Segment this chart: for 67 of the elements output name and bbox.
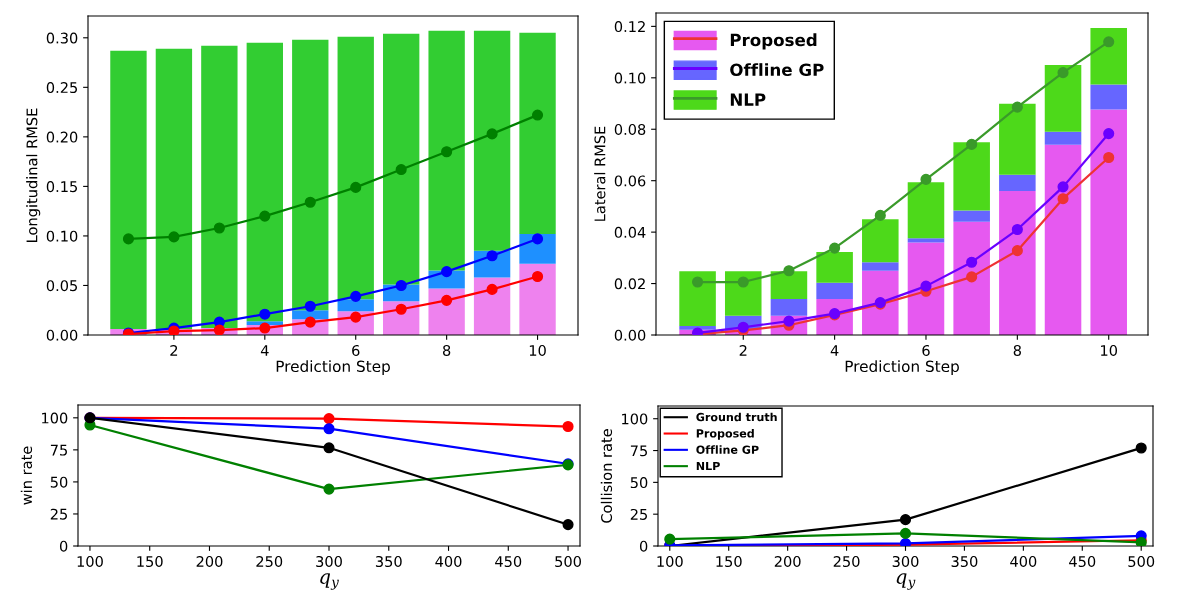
x-tick-label: 150 bbox=[716, 555, 742, 568]
y-tick-label: 0.08 bbox=[614, 123, 646, 135]
x-tick-label: 200 bbox=[774, 555, 801, 568]
y-tick-label: 50 bbox=[630, 477, 648, 489]
y-tick-label: 0.20 bbox=[46, 131, 78, 143]
x-tick-label: 6 bbox=[922, 344, 930, 357]
y-tick-label: 50 bbox=[50, 476, 68, 488]
x-tick-label: 2 bbox=[170, 344, 178, 356]
x-axis-title: q$_{y}$ bbox=[896, 573, 916, 590]
x-tick-label: 100 bbox=[77, 555, 103, 568]
y-axis-title: win rate bbox=[20, 446, 33, 505]
legend-label: Ground truth bbox=[696, 412, 777, 422]
x-tick-label: 4 bbox=[260, 345, 269, 356]
y-tick-label: 0.10 bbox=[614, 72, 646, 84]
x-tick-label: 4 bbox=[830, 345, 839, 356]
y-tick-label: 0.25 bbox=[46, 82, 77, 94]
y-tick-label: 75 bbox=[50, 444, 67, 456]
legend-label: Offline GP bbox=[730, 63, 824, 77]
x-tick-label: 350 bbox=[951, 555, 978, 568]
y-tick-label: 0.10 bbox=[46, 230, 78, 242]
y-tick-label: 0 bbox=[59, 540, 68, 552]
x-tick-label: 500 bbox=[555, 555, 581, 568]
x-tick-label: 10 bbox=[529, 344, 546, 357]
y-tick-label: 0.05 bbox=[46, 280, 77, 292]
y-tick-label: 100 bbox=[622, 413, 648, 425]
y-tick-label: 0.00 bbox=[46, 329, 78, 341]
x-tick-label: 450 bbox=[1069, 555, 1096, 568]
x-tick-label: 500 bbox=[1128, 555, 1155, 568]
x-tick-label: 8 bbox=[1013, 344, 1021, 357]
x-tick-label: 150 bbox=[137, 555, 163, 568]
legend-label: Proposed bbox=[730, 33, 817, 50]
y-axis-title: Collision rate bbox=[600, 429, 613, 523]
x-tick-label: 350 bbox=[375, 555, 402, 568]
x-tick-label: 6 bbox=[352, 344, 360, 357]
x-tick-label: 400 bbox=[435, 555, 462, 568]
y-tick-label: 0.15 bbox=[46, 181, 77, 193]
legend-label: NLP bbox=[730, 93, 766, 106]
x-tick-label: 450 bbox=[495, 555, 522, 568]
y-axis-title: Lateral RMSE bbox=[594, 126, 606, 221]
x-tick-label: 10 bbox=[1101, 344, 1118, 357]
y-tick-label: 0.04 bbox=[614, 226, 646, 238]
y-tick-label: 0.30 bbox=[46, 32, 78, 44]
y-tick-label: 0.06 bbox=[614, 175, 646, 187]
y-tick-label: 100 bbox=[42, 412, 68, 424]
x-axis-title: q$_{y}$ bbox=[320, 573, 339, 590]
x-tick-label: 200 bbox=[196, 555, 223, 568]
y-axis-title: Longitudinal RMSE bbox=[26, 108, 41, 242]
x-tick-label: 250 bbox=[833, 555, 860, 568]
x-tick-label: 300 bbox=[892, 555, 919, 568]
x-tick-label: 300 bbox=[316, 555, 342, 568]
x-tick-label: 100 bbox=[657, 555, 683, 568]
y-tick-label: 25 bbox=[630, 508, 647, 520]
x-tick-label: 400 bbox=[1010, 555, 1037, 568]
x-axis-title: Prediction Step bbox=[845, 360, 959, 376]
legend-label: NLP bbox=[696, 461, 720, 471]
y-tick-label: 0.00 bbox=[614, 329, 646, 341]
y-tick-label: 0.02 bbox=[614, 278, 645, 290]
y-tick-label: 25 bbox=[50, 508, 67, 520]
y-tick-label: 75 bbox=[630, 445, 647, 457]
x-axis-title: Prediction Step bbox=[276, 360, 390, 376]
x-tick-label: 250 bbox=[256, 555, 283, 568]
x-tick-label: 8 bbox=[442, 344, 451, 357]
legend-label: Proposed bbox=[696, 428, 754, 440]
y-tick-label: 0 bbox=[639, 540, 648, 552]
y-tick-label: 0.12 bbox=[614, 21, 645, 33]
legend-label: Offline GP bbox=[696, 445, 759, 454]
x-tick-label: 2 bbox=[739, 344, 747, 356]
